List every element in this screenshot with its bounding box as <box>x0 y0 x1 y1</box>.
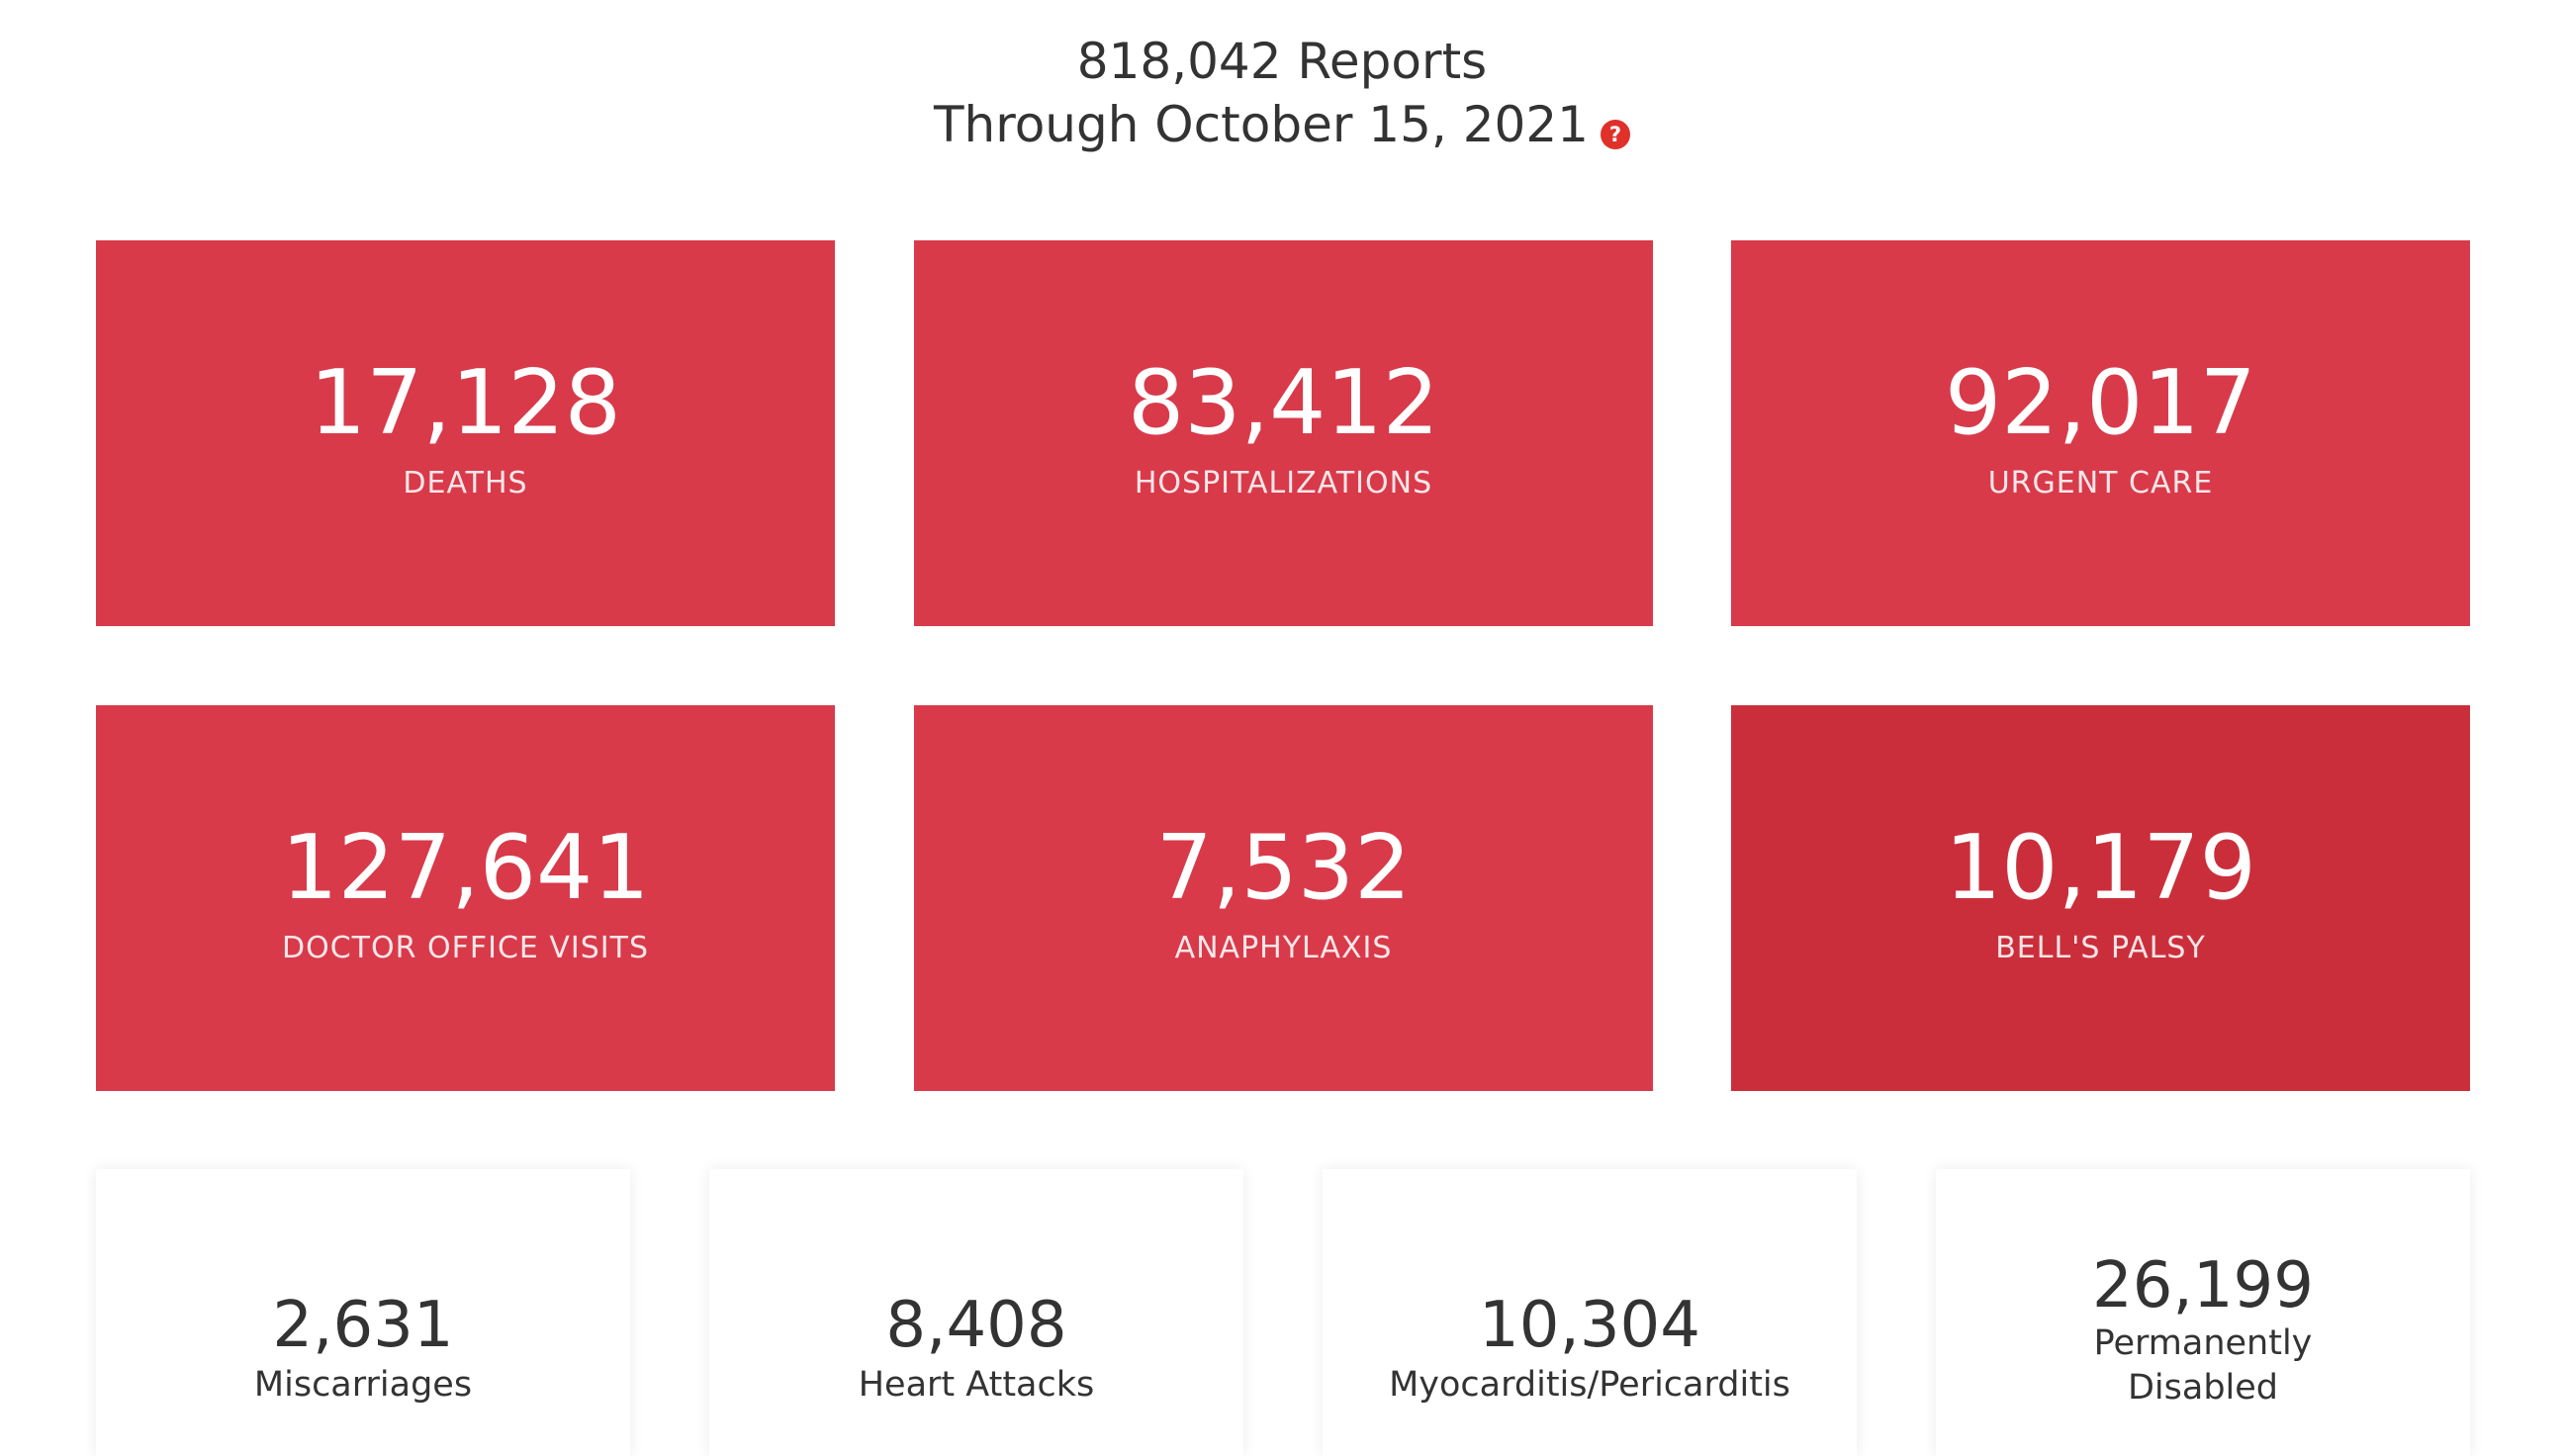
stat-label: Permanently <box>2093 1323 2313 1363</box>
stat-label-line2: Disabled <box>2127 1368 2279 1408</box>
card-value: 10,179 <box>1945 816 2256 920</box>
card-value: 7,532 <box>1155 816 1412 920</box>
card-label: ANAPHYLAXIS <box>1174 931 1393 965</box>
card-bells-palsy[interactable]: 10,179 BELL'S PALSY <box>1731 705 2470 1091</box>
card-hospitalizations[interactable]: 83,412 HOSPITALIZATIONS <box>914 240 1653 626</box>
stat-heart-attacks: 8,408 Heart Attacks <box>709 1169 1243 1456</box>
stat-label: Myocarditis/Pericarditis <box>1389 1365 1790 1405</box>
stat-value: 8,408 <box>885 1289 1067 1362</box>
stat-value: 10,304 <box>1479 1289 1700 1362</box>
card-value: 17,128 <box>310 351 621 455</box>
question-circle-icon[interactable]: ? <box>1600 119 1630 149</box>
card-urgent-care[interactable]: 92,017 URGENT CARE <box>1731 240 2470 626</box>
stat-label: Miscarriages <box>253 1365 473 1405</box>
card-label: BELL'S PALSY <box>1995 931 2206 965</box>
stat-value: 26,199 <box>2092 1249 2314 1322</box>
card-deaths[interactable]: 17,128 DEATHS <box>96 240 835 626</box>
card-label: HOSPITALIZATIONS <box>1134 466 1433 500</box>
card-value: 127,641 <box>281 816 650 920</box>
stat-miscarriages: 2,631 Miscarriages <box>96 1169 630 1456</box>
stat-myocarditis-pericarditis: 10,304 Myocarditis/Pericarditis <box>1323 1169 1857 1456</box>
report-date-line: Through October 15, 2021? <box>0 93 2564 156</box>
report-count: 818,042 Reports <box>1076 33 1488 90</box>
card-value: 92,017 <box>1945 351 2256 455</box>
card-doctor-office-visits[interactable]: 127,641 DOCTOR OFFICE VISITS <box>96 705 835 1091</box>
card-label: URGENT CARE <box>1987 466 2214 500</box>
card-label: DOCTOR OFFICE VISITS <box>281 931 650 965</box>
card-anaphylaxis[interactable]: 7,532 ANAPHYLAXIS <box>914 705 1653 1091</box>
stat-permanently-disabled: 26,199 Permanently Disabled <box>1936 1169 2470 1456</box>
card-label: DEATHS <box>403 466 528 500</box>
report-date: Through October 15, 2021 <box>934 96 1589 153</box>
stat-value: 2,631 <box>272 1289 454 1362</box>
card-value: 83,412 <box>1128 351 1439 455</box>
stat-label: Heart Attacks <box>858 1365 1095 1405</box>
report-header: 818,042 Reports Through October 15, 2021… <box>0 30 2564 156</box>
